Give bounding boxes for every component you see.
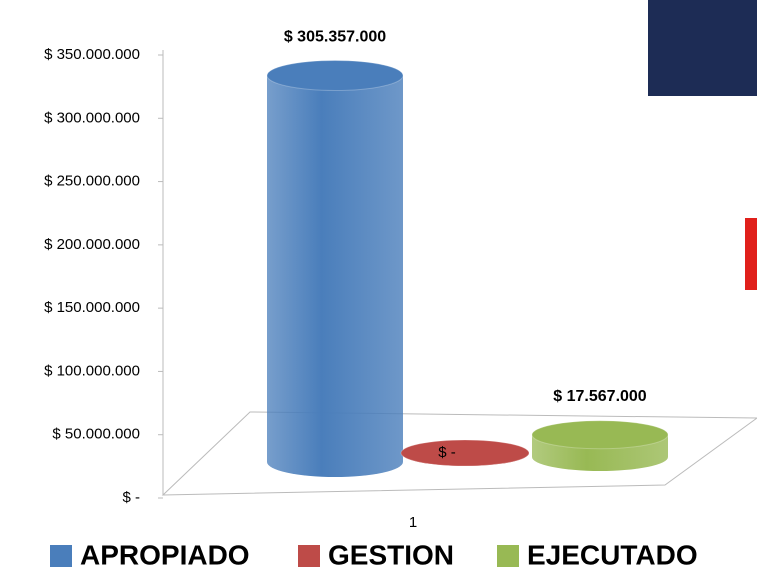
cylinder-top <box>531 420 669 450</box>
cylinder-top <box>266 60 404 92</box>
y-tick-label: $ - <box>122 489 140 506</box>
y-tick-label: $ 300.000.000 <box>44 109 140 126</box>
floor <box>161 411 757 496</box>
y-tick-label: $ 50.000.000 <box>52 426 140 443</box>
legend-label: EJECUTADO <box>527 539 698 570</box>
cylinder-top <box>400 439 530 467</box>
y-tick-label: $ 250.000.000 <box>44 173 140 190</box>
y-tick-label: $ 100.000.000 <box>44 362 140 379</box>
value-label: $ 17.567.000 <box>553 388 647 405</box>
legend-label: APROPIADO <box>80 539 250 570</box>
y-tick-label: $ 200.000.000 <box>44 236 140 253</box>
y-tick-label: $ 150.000.000 <box>44 299 140 316</box>
y-tick-label: $ 350.000.000 <box>44 46 140 63</box>
photo-fragment <box>648 0 757 96</box>
shape-fragment <box>745 218 757 290</box>
value-label: $ 305.357.000 <box>284 29 386 46</box>
legend-swatch <box>298 545 320 567</box>
legend-swatch <box>50 545 72 567</box>
value-label: $ - <box>438 444 456 461</box>
legend-swatch <box>497 545 519 567</box>
legend-label: GESTION <box>328 539 454 570</box>
x-tick-label: 1 <box>409 514 417 531</box>
cylinder <box>267 75 403 477</box>
